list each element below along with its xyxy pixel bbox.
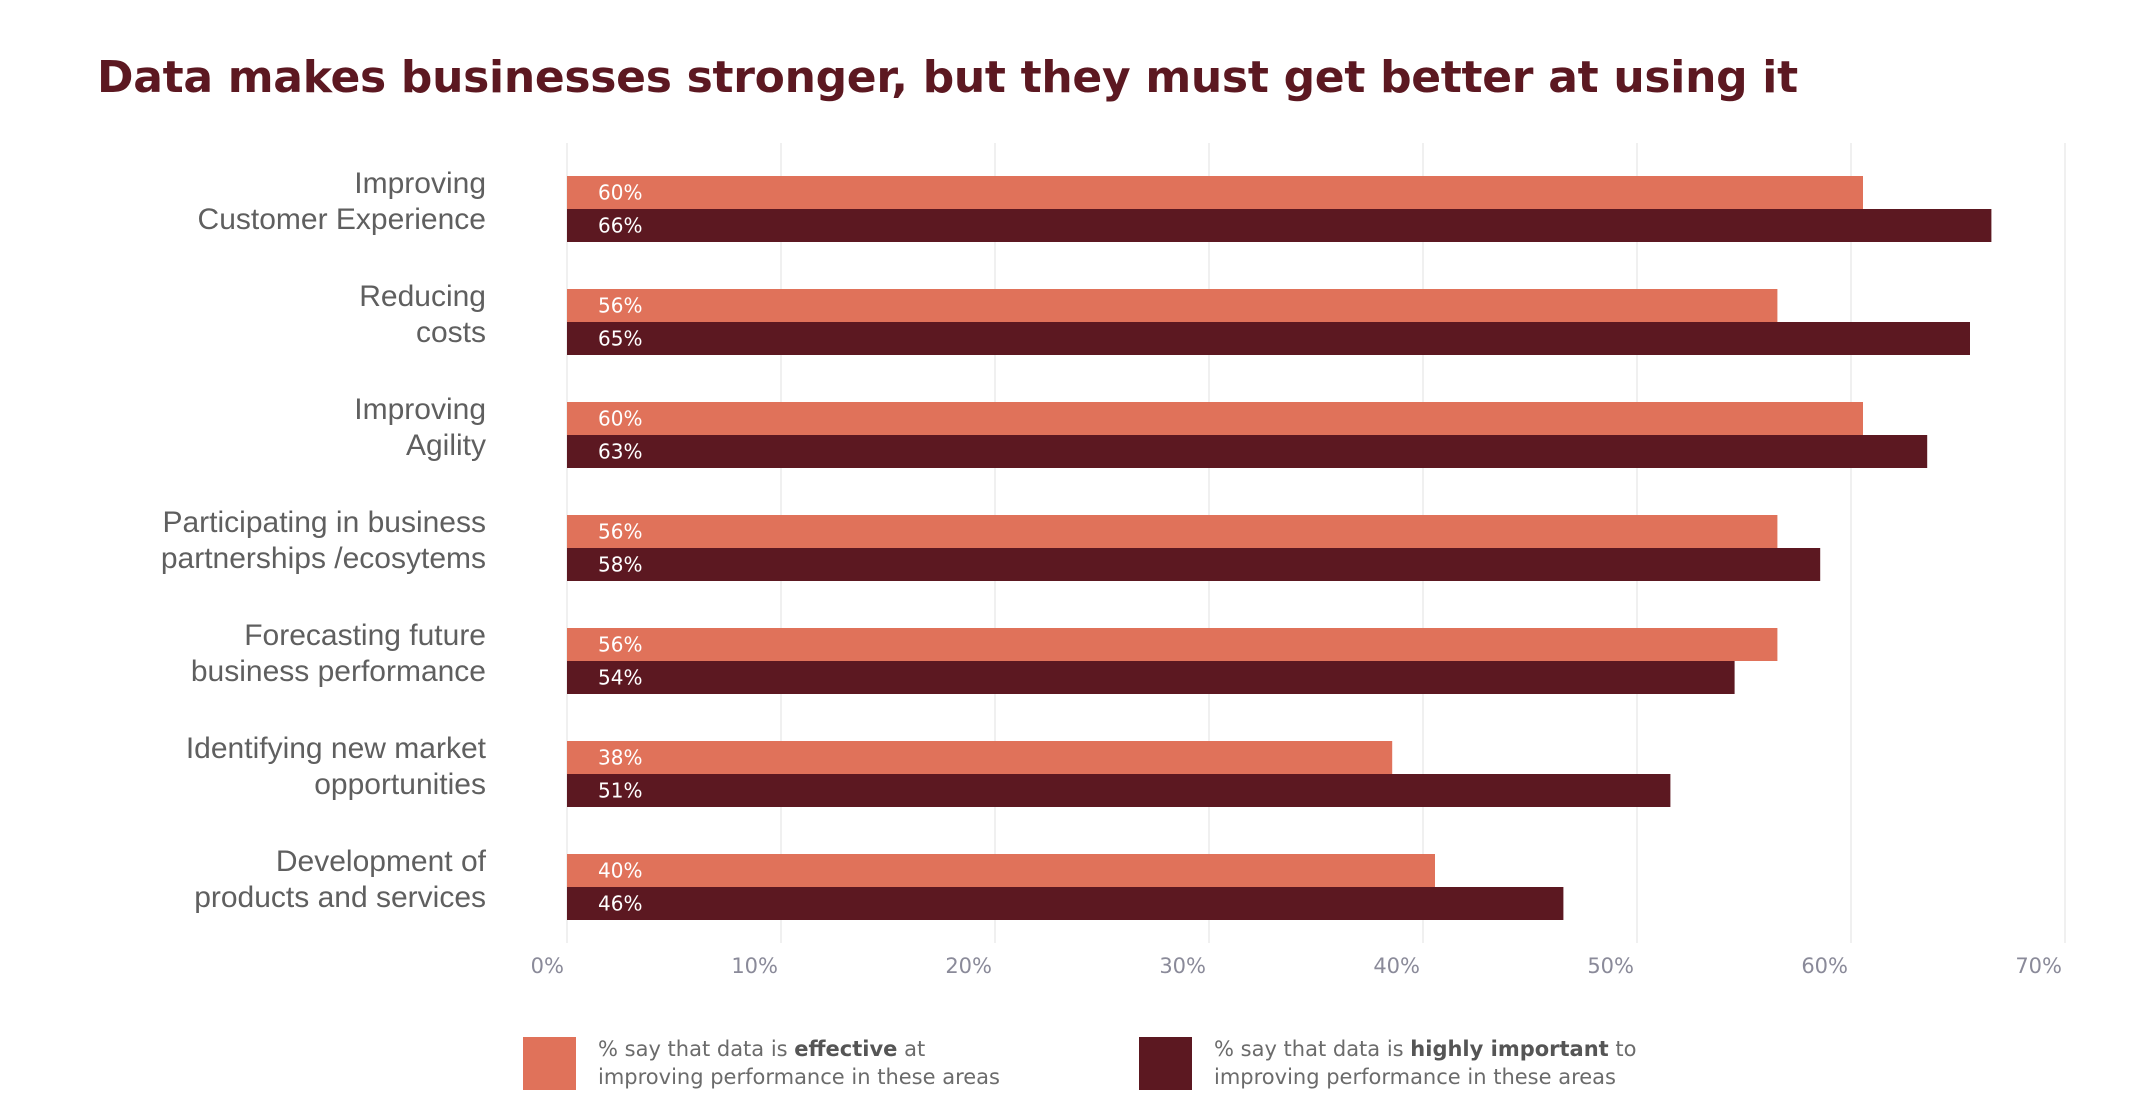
bar-value-label: 60% xyxy=(598,407,642,431)
category-label: Improving xyxy=(354,393,486,426)
bar-important xyxy=(567,548,1821,581)
bar-value-label: 40% xyxy=(598,859,642,883)
category-label: Identifying new market xyxy=(186,732,487,765)
bar-value-label: 56% xyxy=(598,520,642,544)
bar-effective xyxy=(567,289,1778,322)
bar-effective xyxy=(567,854,1435,887)
category-label: opportunities xyxy=(314,768,486,801)
x-tick-label: 50% xyxy=(1587,954,1634,978)
legend-text-important: % say that data is highly important to i… xyxy=(1214,1037,1637,1089)
category-label: partnerships /ecosytems xyxy=(161,542,486,575)
bar-effective xyxy=(567,628,1778,661)
category-label: costs xyxy=(416,316,486,349)
bar-effective xyxy=(567,402,1863,435)
bar-important xyxy=(567,887,1564,920)
x-axis: 0% 10% 20% 30% 40% 50% 60% 70% xyxy=(531,954,2062,978)
legend-swatch-important xyxy=(1139,1036,1192,1090)
legend-text-effective: % say that data is effective at improvin… xyxy=(598,1037,1000,1089)
bar-value-label: 66% xyxy=(598,214,642,238)
bar-important xyxy=(567,209,1992,242)
bar-value-label: 63% xyxy=(598,440,642,464)
bar-important xyxy=(567,661,1735,694)
bar-value-label: 58% xyxy=(598,553,642,577)
x-tick-label: 60% xyxy=(1801,954,1848,978)
bar-value-label: 60% xyxy=(598,181,642,205)
category-label: Improving xyxy=(354,167,486,200)
x-tick-label: 10% xyxy=(731,954,778,978)
bar-value-label: 38% xyxy=(598,746,642,770)
bar-important xyxy=(567,435,1928,468)
bar-value-label: 46% xyxy=(598,892,642,916)
bar-effective xyxy=(567,515,1778,548)
bar-value-label: 65% xyxy=(598,327,642,351)
x-tick-label: 70% xyxy=(2015,954,2062,978)
x-tick-label: 30% xyxy=(1159,954,1206,978)
bar-effective xyxy=(567,741,1393,774)
x-tick-label: 0% xyxy=(531,954,564,978)
bar-important xyxy=(567,322,1970,355)
legend-item-effective: % say that data is effective at improvin… xyxy=(523,1035,1000,1091)
category-label: Development of xyxy=(276,845,487,878)
category-label: Forecasting future xyxy=(244,619,486,652)
bar-value-label: 54% xyxy=(598,666,642,690)
bar-value-label: 51% xyxy=(598,779,642,803)
x-tick-label: 40% xyxy=(1373,954,1420,978)
bar-layer xyxy=(567,176,1992,920)
legend-swatch-effective xyxy=(523,1036,576,1090)
legend-item-important: % say that data is highly important to i… xyxy=(1139,1035,1637,1091)
category-label: Reducing xyxy=(359,280,486,313)
category-label: business performance xyxy=(191,655,486,688)
category-label: products and services xyxy=(194,881,486,914)
chart-title: Data makes businesses stronger, but they… xyxy=(97,52,1798,103)
bar-value-label: 56% xyxy=(598,633,642,657)
bar-important xyxy=(567,774,1671,807)
x-tick-label: 20% xyxy=(945,954,992,978)
category-label: Customer Experience xyxy=(198,203,486,236)
bar-effective xyxy=(567,176,1863,209)
bar-value-label: 56% xyxy=(598,294,642,318)
category-label: Participating in business xyxy=(162,506,486,539)
category-label: Agility xyxy=(406,429,486,462)
